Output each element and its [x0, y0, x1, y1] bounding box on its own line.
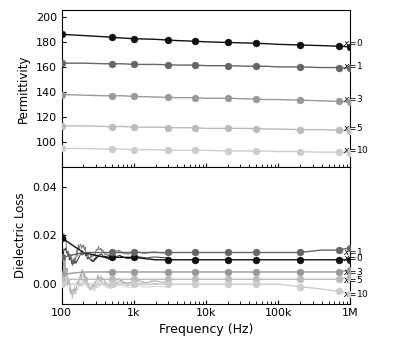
Text: $x$=3: $x$=3: [343, 94, 363, 104]
X-axis label: Frequency (Hz): Frequency (Hz): [159, 323, 253, 336]
Text: $x$=0: $x$=0: [343, 37, 363, 48]
Text: $x$=5: $x$=5: [343, 122, 363, 133]
Y-axis label: Dielectric Loss: Dielectric Loss: [14, 193, 27, 278]
Text: $x$=0: $x$=0: [343, 252, 363, 263]
Y-axis label: Permittivity: Permittivity: [17, 55, 30, 123]
Text: $x$=1: $x$=1: [343, 60, 363, 70]
Text: $x$=5: $x$=5: [343, 274, 363, 285]
Text: $x$=10: $x$=10: [343, 144, 369, 155]
Text: $x$=10: $x$=10: [343, 288, 369, 299]
Text: $x$=1: $x$=1: [343, 246, 363, 257]
Text: $x$=3: $x$=3: [343, 267, 363, 277]
